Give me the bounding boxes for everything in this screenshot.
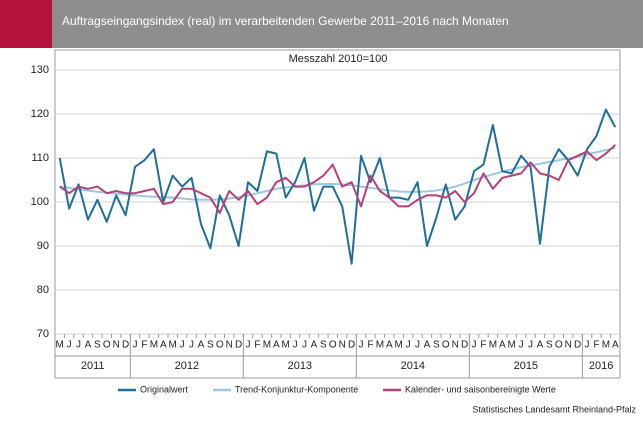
year-label: 2011 xyxy=(81,360,105,372)
x-tick-label: M xyxy=(602,340,610,351)
y-tick-label: 110 xyxy=(31,152,49,164)
source: Statistisches Landesamt Rheinland-Pfalz xyxy=(472,404,636,414)
x-tick-label: J xyxy=(406,340,411,351)
x-tick-label: M xyxy=(282,340,290,351)
x-tick-label: A xyxy=(612,340,619,351)
x-tick-label: J xyxy=(528,340,533,351)
x-tick-label: O xyxy=(103,340,111,351)
x-tick-label: M xyxy=(169,340,177,351)
x-tick-label: N xyxy=(452,340,459,351)
x-tick-label: F xyxy=(593,340,599,351)
x-tick-label: F xyxy=(367,340,373,351)
x-tick-label: A xyxy=(198,340,205,351)
x-tick-label: A xyxy=(160,340,167,351)
x-tick-label: S xyxy=(320,340,327,351)
year-label: 2014 xyxy=(401,360,425,372)
series-line xyxy=(59,146,616,201)
x-tick-label: M xyxy=(56,340,64,351)
x-tick-label: J xyxy=(246,340,251,351)
x-tick-label: J xyxy=(189,340,194,351)
x-tick-label: M xyxy=(263,340,271,351)
x-tick-label: D xyxy=(348,340,355,351)
x-tick-label: N xyxy=(226,340,233,351)
legend-label: Kalender- und saisonbereinigte Werte xyxy=(405,384,556,394)
x-tick-label: J xyxy=(180,340,185,351)
year-label: 2012 xyxy=(175,360,199,372)
y-tick-label: 80 xyxy=(37,284,49,296)
x-tick-label: J xyxy=(519,340,524,351)
x-tick-label: J xyxy=(585,340,590,351)
x-tick-label: J xyxy=(133,340,138,351)
x-tick-label: O xyxy=(555,340,563,351)
x-tick-label: M xyxy=(376,340,384,351)
y-tick-label: 130 xyxy=(31,64,49,76)
series-line xyxy=(58,108,617,265)
chart-title: Auftragseingangsindex (real) im verarbei… xyxy=(62,14,509,28)
x-tick-label: J xyxy=(302,340,307,351)
x-tick-label: A xyxy=(273,340,280,351)
y-tick-label: 100 xyxy=(31,196,49,208)
x-tick-label: A xyxy=(424,340,431,351)
x-tick-label: D xyxy=(461,340,468,351)
x-tick-label: A xyxy=(311,340,318,351)
legend-label: Trend-Konjunktur-Komponente xyxy=(235,384,358,394)
x-tick-label: M xyxy=(508,340,516,351)
x-tick-label: J xyxy=(293,340,298,351)
x-tick-label: A xyxy=(499,340,506,351)
x-tick-label: S xyxy=(433,340,440,351)
series-line xyxy=(59,144,616,214)
x-tick-label: D xyxy=(235,340,242,351)
subtitle: Messzahl 2010=100 xyxy=(289,53,388,65)
x-tick-label: J xyxy=(359,340,364,351)
x-tick-label: A xyxy=(537,340,544,351)
x-tick-label: F xyxy=(254,340,260,351)
x-tick-label: O xyxy=(442,340,450,351)
x-tick-label: O xyxy=(216,340,224,351)
x-tick-label: S xyxy=(207,340,214,351)
x-tick-label: M xyxy=(150,340,158,351)
year-label: 2016 xyxy=(589,360,613,372)
x-tick-label: J xyxy=(472,340,477,351)
header-bar xyxy=(0,0,643,48)
x-tick-label: A xyxy=(85,340,92,351)
y-tick-label: 90 xyxy=(37,240,49,252)
header-accent xyxy=(0,0,52,48)
x-tick-label: F xyxy=(141,340,147,351)
x-tick-label: S xyxy=(94,340,101,351)
x-tick-label: N xyxy=(113,340,120,351)
x-tick-label: A xyxy=(386,340,393,351)
x-tick-label: D xyxy=(122,340,129,351)
x-tick-label: O xyxy=(329,340,337,351)
x-tick-label: S xyxy=(546,340,553,351)
x-tick-label: J xyxy=(415,340,420,351)
x-tick-label: N xyxy=(565,340,572,351)
x-tick-label: M xyxy=(395,340,403,351)
x-tick-label: F xyxy=(480,340,486,351)
x-tick-label: J xyxy=(76,340,81,351)
x-tick-label: D xyxy=(574,340,581,351)
x-tick-label: M xyxy=(489,340,497,351)
y-tick-label: 70 xyxy=(37,328,49,340)
legend-label: Originalwert xyxy=(140,384,189,394)
x-tick-label: J xyxy=(67,340,72,351)
y-tick-label: 120 xyxy=(31,108,49,120)
year-label: 2013 xyxy=(288,360,312,372)
year-label: 2015 xyxy=(514,360,538,372)
x-tick-label: N xyxy=(339,340,346,351)
